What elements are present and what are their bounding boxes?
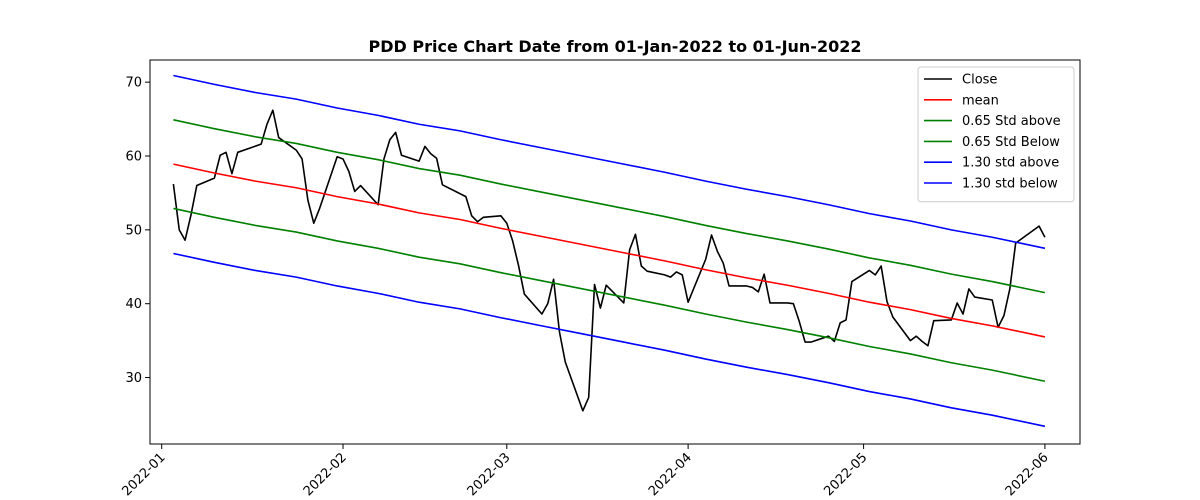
y-tick-label: 40 bbox=[125, 297, 142, 312]
legend-label: 1.30 std below bbox=[962, 177, 1058, 192]
series-layer bbox=[172, 74, 1046, 428]
series-line-3 bbox=[173, 207, 1046, 383]
plot-frame bbox=[149, 59, 1081, 445]
series-line-0 bbox=[172, 109, 1046, 412]
legend-box bbox=[917, 66, 1075, 203]
legend-label: 1.30 std above bbox=[962, 156, 1059, 171]
x-tick-label: 2022-06 bbox=[1003, 450, 1052, 499]
x-tick-label: 2022-05 bbox=[821, 450, 870, 499]
legend-label: 0.65 Std above bbox=[962, 114, 1061, 129]
plot-area bbox=[172, 74, 1046, 428]
x-tick-label: 2022-02 bbox=[301, 450, 350, 499]
legend-label: 0.65 Std Below bbox=[962, 135, 1060, 150]
chart-title: PDD Price Chart Date from 01-Jan-2022 to… bbox=[369, 37, 862, 56]
y-tick-label: 60 bbox=[125, 150, 142, 165]
x-tick-label: 2022-04 bbox=[646, 450, 695, 499]
legend-label: mean bbox=[962, 93, 999, 108]
y-tick-label: 70 bbox=[125, 76, 142, 91]
y-tick-label: 50 bbox=[125, 223, 142, 238]
legend-label: Close bbox=[962, 73, 997, 88]
series-line-5 bbox=[173, 252, 1046, 428]
x-axis: 2022-01 2022-02 2022-03 2022-04 2022-05 2022-… bbox=[120, 444, 1052, 499]
series-line-1 bbox=[173, 163, 1046, 338]
x-tick-label: 2022-03 bbox=[465, 450, 514, 499]
series-line-2 bbox=[173, 119, 1046, 294]
y-axis: 30 40 50 60 70 bbox=[125, 76, 150, 386]
y-tick-label: 30 bbox=[125, 371, 142, 386]
legend: Close mean 0.65 Std above 0.65 Std Below 1.3… bbox=[917, 66, 1075, 203]
series-line-4 bbox=[173, 74, 1046, 250]
x-tick-label: 2022-01 bbox=[120, 450, 169, 499]
